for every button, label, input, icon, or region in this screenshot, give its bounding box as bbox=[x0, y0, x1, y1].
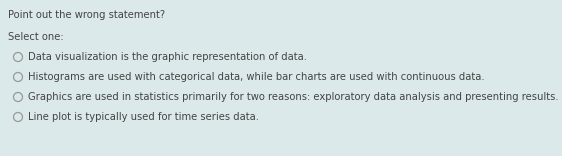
Text: Point out the wrong statement?: Point out the wrong statement? bbox=[8, 10, 165, 20]
Text: Graphics are used in statistics primarily for two reasons: exploratory data anal: Graphics are used in statistics primaril… bbox=[28, 92, 559, 102]
Text: Histograms are used with categorical data, while bar charts are used with contin: Histograms are used with categorical dat… bbox=[28, 72, 484, 82]
Text: Select one:: Select one: bbox=[8, 32, 64, 42]
Text: Data visualization is the graphic representation of data.: Data visualization is the graphic repres… bbox=[28, 52, 307, 62]
Text: Line plot is typically used for time series data.: Line plot is typically used for time ser… bbox=[28, 112, 259, 122]
